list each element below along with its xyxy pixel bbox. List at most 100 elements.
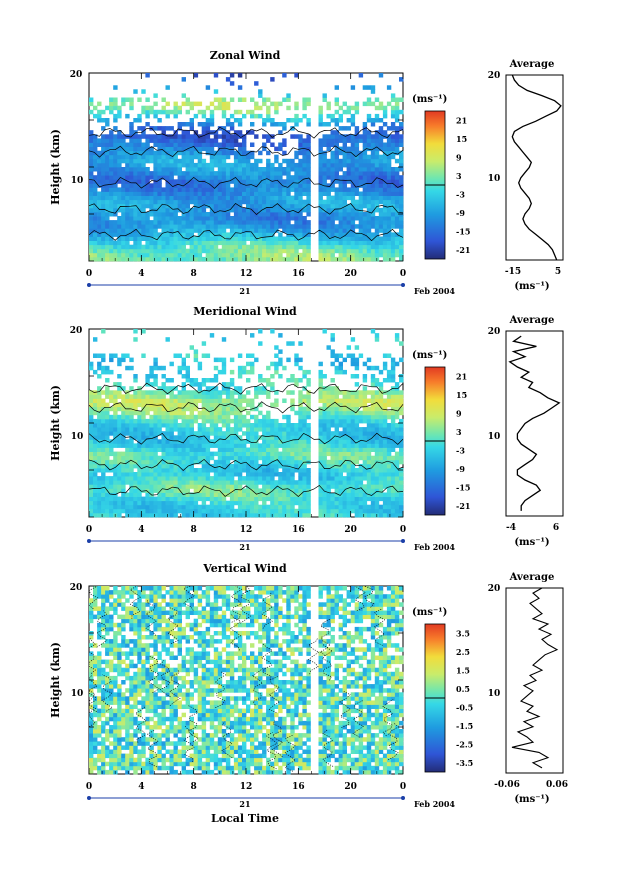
heatmap-cell	[334, 195, 339, 201]
heatmap-cell	[205, 435, 211, 440]
heatmap-cell	[133, 179, 138, 184]
heatmap-cell	[141, 476, 146, 481]
heatmap-cell	[282, 167, 287, 172]
heatmap-cell	[382, 167, 388, 172]
heatmap-cell	[362, 154, 368, 160]
colorbar-tick-label: 3	[456, 171, 462, 181]
heatmap-cell	[209, 333, 215, 338]
heatmap-cell	[306, 496, 311, 502]
heatmap-cell	[322, 492, 327, 497]
heatmap-cell	[294, 207, 299, 213]
heatmap-cell	[117, 390, 122, 395]
heatmap-cell	[113, 228, 118, 233]
contour-line	[88, 145, 404, 158]
heatmap-cell	[290, 451, 295, 457]
heatmap-cell	[390, 496, 396, 502]
heatmap-cell	[225, 175, 231, 180]
heatmap-cell	[346, 468, 351, 473]
heatmap-cell	[322, 154, 327, 160]
heatmap-cell	[346, 150, 351, 156]
heatmap-cells	[89, 329, 404, 518]
heatmap-cell	[89, 476, 94, 481]
heatmap-cell	[250, 224, 255, 229]
heatmap-cell	[133, 480, 138, 485]
heatmap-cell	[221, 382, 227, 387]
heatmap-cell	[274, 187, 279, 192]
heatmap-cell	[229, 431, 235, 436]
heatmap-cell	[157, 118, 162, 123]
heatmap-cell	[270, 216, 275, 221]
heatmap-cell	[274, 191, 279, 196]
heatmap-cell	[117, 191, 122, 196]
heatmap-cell	[93, 423, 98, 428]
heatmap-cell	[189, 122, 194, 127]
heatmap-cell	[149, 109, 154, 115]
heatmap-cell	[322, 431, 327, 436]
heatmap-cell	[225, 224, 231, 229]
heatmap-cell	[346, 244, 351, 250]
heatmap-cell	[165, 447, 170, 452]
heatmap-cell	[346, 207, 351, 213]
heatmap-cell	[358, 162, 364, 168]
heatmap-cell	[254, 447, 259, 452]
heatmap-cell	[394, 105, 400, 111]
heatmap-cell	[318, 207, 323, 213]
heatmap-cell	[266, 423, 271, 428]
heatmap-cell	[366, 134, 372, 139]
heatmap-cell	[97, 228, 102, 233]
heatmap-cell	[374, 158, 380, 164]
heatmap-cell	[233, 195, 239, 201]
heatmap-cell	[386, 150, 392, 156]
heatmap-cell	[354, 480, 360, 485]
heatmap-cell	[318, 435, 323, 440]
heatmap-cell	[266, 228, 271, 233]
heatmap-cell	[394, 216, 400, 221]
heatmap-cell	[105, 476, 110, 481]
heatmap-cell	[298, 431, 303, 436]
heatmap-cell	[242, 256, 247, 262]
heatmap-cell	[201, 142, 207, 147]
heatmap-cell	[290, 378, 295, 383]
heatmap-cell	[290, 431, 295, 436]
heatmap-cell	[169, 134, 174, 139]
heatmap-cell	[378, 451, 384, 457]
heatmap-cell	[326, 427, 331, 432]
colorbar-unit: (ms⁻¹)	[412, 94, 447, 105]
heatmap-cell	[334, 240, 339, 246]
heatmap-cell	[93, 451, 98, 457]
heatmap-cell	[318, 374, 323, 379]
heatmap-cell	[177, 476, 182, 481]
heatmap-cell	[346, 402, 351, 408]
heatmap-cell	[274, 154, 279, 160]
heatmap-cell	[262, 167, 267, 172]
heatmap-cell	[274, 427, 279, 432]
heatmap-cell	[157, 248, 162, 254]
heatmap-cell	[217, 207, 223, 213]
heatmap-cell	[201, 455, 207, 461]
heatmap-cell	[125, 256, 130, 262]
heatmap-cell	[250, 414, 255, 420]
heatmap-cell	[386, 484, 392, 489]
heatmap-cell	[157, 256, 162, 262]
heatmap-cell	[306, 476, 311, 481]
heatmap-cell	[334, 369, 339, 375]
heatmap-cell	[246, 427, 251, 432]
heatmap-cell	[217, 504, 223, 510]
heatmap-cell	[161, 394, 166, 399]
heatmap-cell	[326, 459, 331, 465]
heatmap-cell	[157, 142, 162, 147]
heatmap-cell	[201, 130, 207, 135]
heatmap-cell	[278, 484, 283, 489]
heatmap-cell	[334, 97, 339, 102]
heatmap-cell	[201, 480, 207, 485]
heatmap-cell	[121, 406, 126, 412]
heatmap-cell	[121, 207, 126, 213]
heatmap-cell	[334, 414, 339, 420]
heatmap-cell	[117, 175, 122, 180]
heatmap-cell	[181, 357, 186, 363]
heatmap-cell	[109, 463, 114, 469]
heatmap-cell	[149, 439, 154, 444]
heatmap-cell	[250, 232, 255, 237]
heatmap-cell	[205, 199, 211, 205]
heatmap-cell	[105, 484, 110, 489]
